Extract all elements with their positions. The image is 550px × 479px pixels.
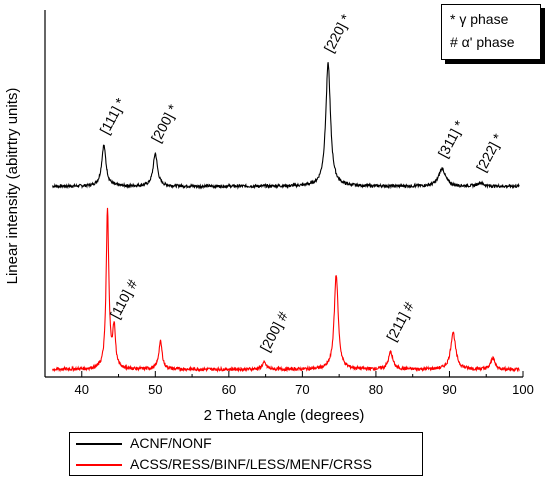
legend-swatch-black — [76, 443, 122, 445]
peak-label: [311] * — [435, 117, 468, 160]
legend-entry: ACSS/RESS/BINF/LESS/MENF/CRSS — [70, 455, 422, 475]
peak-label: [111] * — [96, 95, 128, 137]
peak-label: [200] * — [148, 101, 181, 145]
peak-label: [200] # — [257, 309, 291, 355]
legend-label: ACNF/NONF — [130, 435, 212, 451]
legend-swatch-red — [76, 464, 122, 466]
series-line-acss-group — [52, 207, 520, 373]
x-tick-label: 80 — [369, 382, 383, 397]
legend: ACNF/NONF ACSS/RESS/BINF/LESS/MENF/CRSS — [69, 432, 423, 476]
x-axis-ticks: 40 50 60 70 80 90 100 — [44, 371, 534, 397]
x-tick-label: 60 — [222, 382, 236, 397]
x-tick-label: 70 — [295, 382, 309, 397]
series-curves — [52, 62, 520, 373]
x-tick-label: 100 — [512, 382, 534, 397]
phase-key-alpha: # α' phase — [450, 34, 515, 50]
peak-label: [220] * — [321, 11, 354, 55]
x-tick-label: 90 — [442, 382, 456, 397]
phase-key: * γ phase # α' phase — [441, 4, 541, 60]
x-axis-label: 2 Theta Angle (degrees) — [204, 407, 365, 424]
x-tick-label: 40 — [75, 382, 89, 397]
series-line-acnf-nonf — [52, 62, 520, 190]
legend-label: ACSS/RESS/BINF/LESS/MENF/CRSS — [130, 456, 372, 472]
legend-entry: ACNF/NONF — [70, 434, 422, 454]
phase-key-gamma: * γ phase — [450, 11, 509, 27]
peak-label: [211] # — [383, 299, 417, 344]
y-axis-label: Linear intensity (abitrtry units) — [4, 88, 21, 285]
peak-label: [222] * — [473, 130, 506, 174]
x-tick-label: 50 — [148, 382, 162, 397]
peak-label: [110] # — [107, 277, 141, 322]
plot-frame — [44, 10, 523, 378]
